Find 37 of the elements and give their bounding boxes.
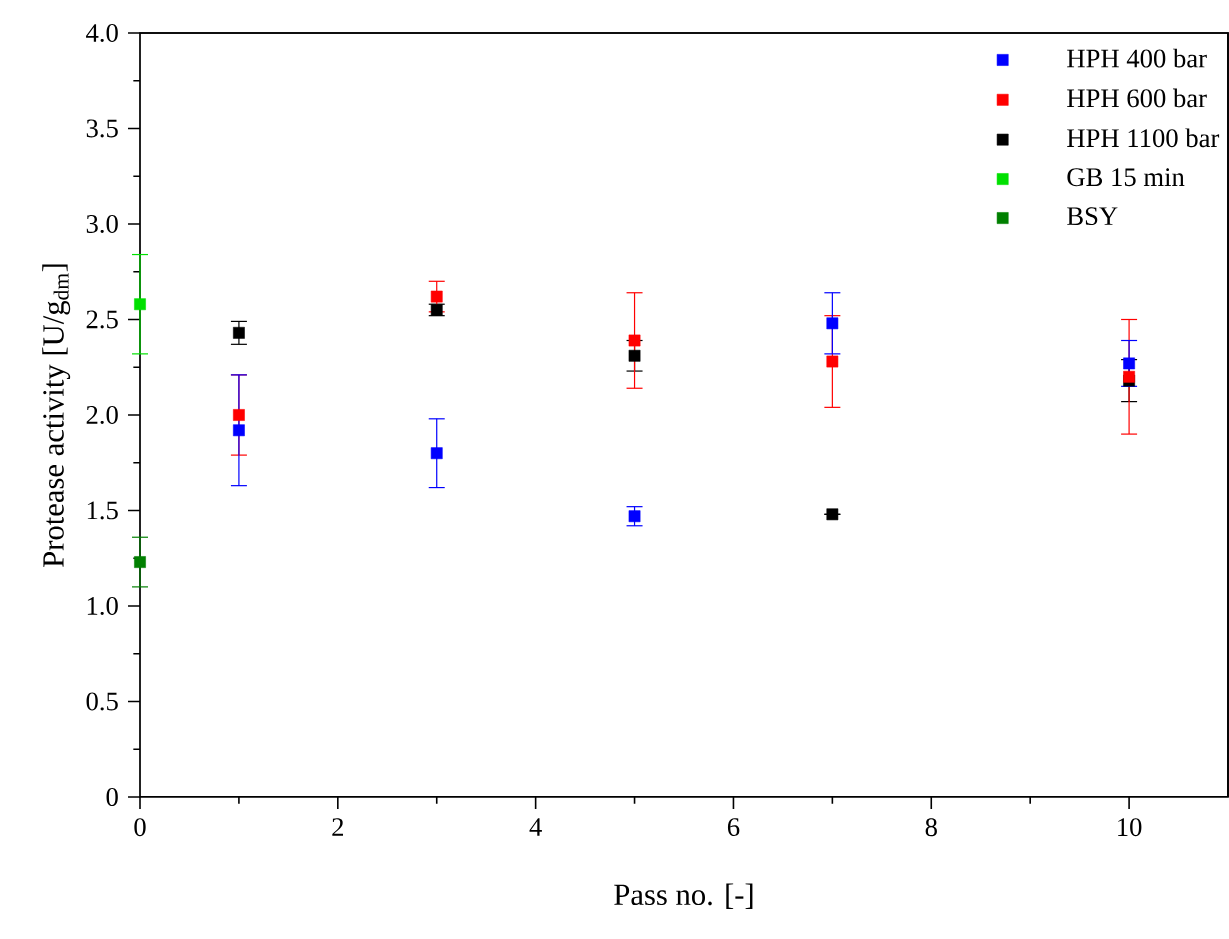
point: [1123, 357, 1135, 370]
point: [233, 409, 245, 421]
point: [628, 334, 641, 347]
legend-label: GB 15 min: [1067, 168, 1185, 187]
y-tick-label: 4.0: [86, 23, 118, 43]
legend-label: HPH 1100 bar: [1067, 128, 1220, 148]
x-tick-label: 8: [925, 818, 937, 837]
y-tick-label: 3.5: [86, 119, 118, 138]
point: [628, 510, 641, 523]
y-tick-label: 1.0: [87, 596, 118, 616]
point: [233, 326, 245, 339]
y-tick-label: 0.5: [86, 692, 118, 711]
x-tick-label: 10: [1118, 818, 1142, 837]
y-tick-label: 2.5: [86, 310, 118, 329]
y-tick-label: 1.5: [87, 501, 118, 520]
legend-label: HPH 400 bar: [1067, 48, 1207, 68]
point: [134, 556, 146, 568]
legend-label: HPH 600 bar: [1067, 88, 1207, 108]
point: [826, 317, 839, 330]
point: [1123, 370, 1135, 383]
point: [134, 298, 146, 311]
legend-label: BSY: [1067, 207, 1118, 226]
x-axis-title: Pass no. [-]: [614, 883, 753, 909]
y-tick-label: 0: [106, 787, 118, 806]
y-tick-label: 2.0: [86, 405, 118, 425]
point: [430, 290, 443, 303]
x-tick-label: 2: [332, 818, 344, 836]
point: [826, 508, 839, 521]
x-tick-label: 0: [134, 818, 146, 837]
point: [430, 447, 443, 460]
x-tick-label: 6: [727, 818, 740, 837]
y-axis-title: Protease activity [U/g$_{dm}$]: [42, 264, 71, 567]
point: [233, 424, 245, 437]
point: [628, 349, 641, 362]
y-tick-label: 3.0: [86, 214, 118, 234]
x-tick-label: 4: [529, 818, 542, 836]
point: [826, 355, 839, 368]
